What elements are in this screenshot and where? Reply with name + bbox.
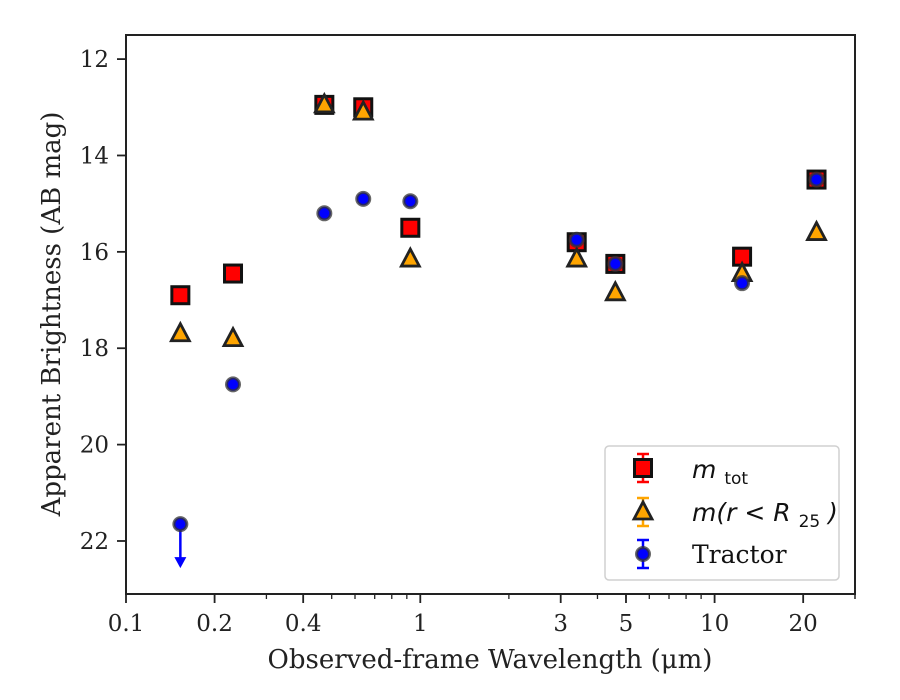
x-tick-label: 0.1 xyxy=(108,611,145,637)
x-axis-title: Observed-frame Wavelength (μm) xyxy=(268,645,713,675)
tractor-point xyxy=(734,275,751,292)
mtot-point xyxy=(400,217,421,238)
x-tick-label: 1 xyxy=(413,611,428,637)
y-tick-label: 18 xyxy=(80,336,109,362)
mr25-point xyxy=(169,320,192,343)
mr25-point xyxy=(604,279,627,302)
mr25-point xyxy=(565,246,589,268)
ticks-layer: 0.1 0.2 0.4 1 3 5 10 20 12 14 16 18 20 22 xyxy=(80,47,856,637)
mtot-point xyxy=(170,285,191,306)
tractor-point xyxy=(568,231,585,248)
legend-marker-triangle xyxy=(631,499,655,521)
plot-frame xyxy=(125,34,856,595)
tractor-point xyxy=(402,193,419,210)
legend-label-mr25-sub: 25 xyxy=(799,512,821,532)
mr25-point xyxy=(805,219,828,241)
y-tick-label: 14 xyxy=(80,143,109,169)
legend-markers xyxy=(631,452,655,570)
tractor-point xyxy=(172,516,189,533)
tractor-point xyxy=(225,376,242,393)
legend-label-tractor: Tractor xyxy=(692,540,787,569)
y-tick-label: 22 xyxy=(80,529,109,555)
tractor-point xyxy=(808,171,825,188)
legend-label-mr25-main: m(r < R xyxy=(692,498,791,527)
legend-label-mtot-sub: tot xyxy=(724,469,748,489)
x-tick-label: 5 xyxy=(619,611,634,637)
y-tick-label: 20 xyxy=(80,433,109,459)
y-tick-label: 16 xyxy=(80,240,109,266)
y-axis-title: Apparent Brightness (AB mag) xyxy=(37,112,67,518)
x-tick-label: 0.2 xyxy=(196,611,233,637)
legend-marker-circle xyxy=(635,546,651,562)
mr25-point xyxy=(313,91,336,114)
y-tick-label: 12 xyxy=(80,47,109,73)
mr25-point xyxy=(351,99,375,121)
legend-label-mtot-main: m xyxy=(692,455,716,484)
legend-label-mr25-tail: ) xyxy=(826,498,838,527)
tractor-point xyxy=(355,190,372,207)
legend-marker-square xyxy=(633,458,653,478)
marks-layer xyxy=(169,91,828,569)
mr25-point xyxy=(221,325,245,347)
upper-limit-arrowhead xyxy=(174,557,187,569)
tractor-point xyxy=(316,205,333,222)
legend-label-mtot: m tot xyxy=(692,455,748,489)
tractor-point xyxy=(607,255,624,272)
x-tick-label: 3 xyxy=(553,611,568,637)
x-tick-label: 0.4 xyxy=(285,611,322,637)
x-tick-label: 20 xyxy=(789,611,818,637)
legend-box xyxy=(604,445,840,581)
mr25-point xyxy=(399,246,422,268)
mtot-point xyxy=(223,263,244,284)
x-tick-label: 10 xyxy=(700,611,729,637)
legend: m tot m(r < R 25 ) Tractor xyxy=(604,445,840,581)
legend-label-mr25: m(r < R 25 ) xyxy=(692,498,838,533)
